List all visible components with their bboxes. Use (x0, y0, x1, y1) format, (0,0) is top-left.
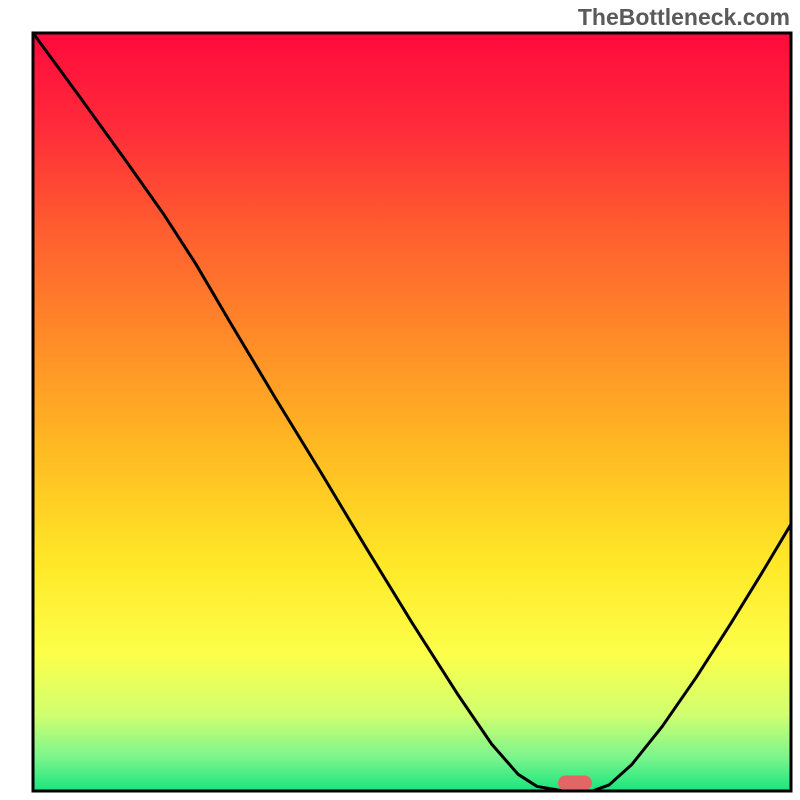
optimal-marker (558, 776, 592, 791)
watermark-text: TheBottleneck.com (578, 4, 790, 31)
plot-background-gradient (33, 33, 791, 791)
bottleneck-chart: TheBottleneck.com (0, 0, 800, 800)
chart-svg (0, 0, 800, 800)
